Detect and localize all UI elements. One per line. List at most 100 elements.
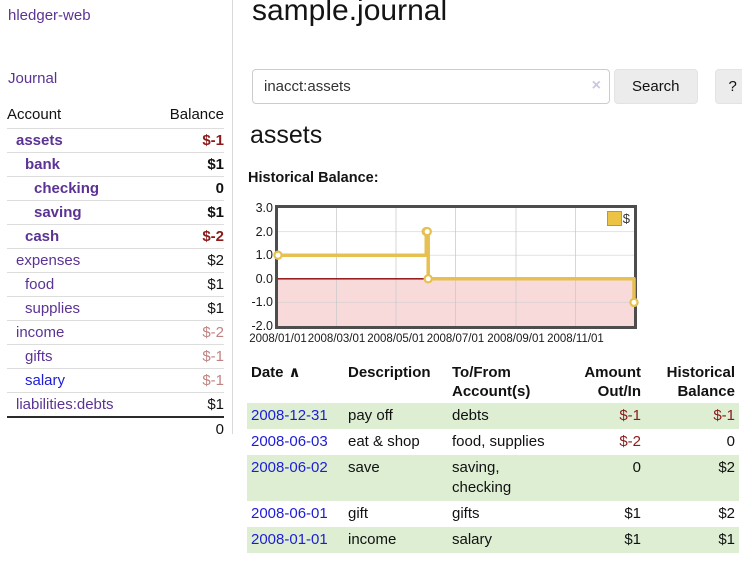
accounts-total-spacer — [7, 417, 151, 441]
account-link[interactable]: gifts — [25, 348, 53, 365]
transaction-accounts: debts — [452, 407, 489, 424]
transaction-balance: $1 — [718, 531, 735, 548]
accounts-header-row: Account Balance — [7, 103, 224, 129]
account-link[interactable]: income — [16, 324, 65, 341]
account-link[interactable]: food — [25, 276, 55, 293]
transaction-date-link[interactable]: 2008-12-31 — [251, 407, 328, 424]
account-balance: $2 — [207, 252, 224, 269]
chart-title: Historical Balance: — [248, 170, 379, 186]
account-balance: $1 — [207, 204, 224, 221]
x-axis-tick-label: 2008/05/01 — [367, 333, 425, 345]
account-link[interactable]: salary — [25, 372, 66, 389]
account-row: salary $-1 — [7, 368, 224, 393]
register-header-row: Date ∧ Description To/From Account(s) Amo… — [247, 361, 739, 403]
transaction-accounts: food, supplies — [452, 433, 545, 450]
brand-link[interactable]: hledger-web — [8, 7, 91, 24]
account-balance: $1 — [207, 156, 224, 173]
transaction-balance: $-1 — [713, 407, 735, 424]
transaction-description: gift — [348, 505, 369, 522]
account-link[interactable]: expenses — [16, 252, 81, 269]
account-link[interactable]: checking — [34, 180, 100, 197]
account-row: saving $1 — [7, 200, 224, 225]
x-axis-tick-label: 2008/03/01 — [307, 333, 366, 345]
account-link[interactable]: supplies — [25, 300, 81, 317]
account-balance: $1 — [207, 396, 224, 413]
transaction-date-link[interactable]: 2008-06-01 — [251, 505, 328, 522]
help-button[interactable]: ? — [714, 69, 742, 104]
accounts-total-value: 0 — [215, 421, 224, 438]
accounts-total-row: 0 — [7, 417, 224, 441]
search-input[interactable] — [252, 69, 610, 104]
transaction-date-cell: 2008-01-01 — [247, 527, 344, 553]
register-header-accounts: To/From Account(s) — [452, 364, 531, 400]
transaction-row[interactable]: 2008-06-02 save saving, checking 0 $2 — [247, 455, 739, 501]
legend-label: $ — [622, 211, 630, 226]
account-link[interactable]: cash — [25, 228, 60, 245]
transaction-description: save — [348, 459, 380, 476]
chart-canvas — [273, 208, 639, 326]
transaction-date-cell: 2008-06-01 — [247, 501, 344, 527]
account-link[interactable]: saving — [34, 204, 82, 221]
transaction-amount: $1 — [624, 505, 641, 522]
account-balance: 0 — [215, 180, 224, 197]
account-row: checking 0 — [7, 176, 224, 201]
journal-link[interactable]: Journal — [8, 70, 58, 87]
account-balance: $1 — [207, 276, 224, 293]
account-balance: $-1 — [202, 132, 224, 149]
account-row: income $-2 — [7, 320, 224, 345]
clear-search-icon[interactable]: × — [591, 77, 601, 94]
search-button[interactable]: Search — [614, 69, 698, 104]
search-box: × — [252, 69, 610, 104]
account-balance: $1 — [207, 300, 224, 317]
chart-legend: $ — [606, 211, 630, 226]
transaction-amount: 0 — [632, 459, 641, 476]
account-link[interactable]: assets — [16, 132, 63, 149]
account-row: bank $1 — [7, 152, 224, 177]
transaction-row[interactable]: 2008-01-01 income salary $1 $1 — [247, 527, 739, 553]
transaction-balance: 0 — [726, 433, 735, 450]
sidebar: hledger-web Journal Account Balance asse… — [0, 0, 233, 438]
transaction-date-link[interactable]: 2008-06-02 — [251, 459, 328, 476]
account-row: expenses $2 — [7, 248, 224, 273]
account-link[interactable]: liabilities:debts — [16, 396, 114, 413]
account-title: assets — [250, 121, 323, 149]
register-table: Date ∧ Description To/From Account(s) Amo… — [247, 361, 739, 553]
y-axis-tick-label: -1.0 — [251, 295, 273, 310]
x-axis-tick-label: 2008/07/01 — [426, 333, 485, 345]
transaction-amount: $1 — [624, 531, 641, 548]
y-axis-tick-label: 3.0 — [255, 201, 273, 215]
transaction-amount: $-2 — [619, 433, 641, 450]
account-balance: $-1 — [202, 348, 224, 365]
transaction-row[interactable]: 2008-06-01 gift gifts $1 $2 — [247, 501, 739, 527]
transaction-date-cell: 2008-12-31 — [247, 403, 344, 429]
sort-ascending-icon: ∧ — [288, 364, 301, 381]
register-header-date[interactable]: Date ∧ — [251, 364, 301, 381]
transaction-accounts: salary — [452, 531, 493, 548]
page-title: sample.journal — [252, 0, 448, 27]
transaction-date-cell: 2008-06-02 — [247, 455, 344, 501]
account-row: assets $-1 — [7, 128, 224, 153]
account-row: liabilities:debts $1 — [7, 392, 224, 418]
transaction-balance: $2 — [718, 459, 735, 476]
transaction-date-link[interactable]: 2008-06-03 — [251, 433, 328, 450]
transaction-date-cell: 2008-06-03 — [247, 429, 344, 455]
transaction-description: pay off — [348, 407, 393, 424]
legend-swatch-icon — [606, 211, 622, 226]
account-row: gifts $-1 — [7, 344, 224, 369]
account-row: cash $-2 — [7, 224, 224, 249]
account-balance: $-2 — [202, 228, 224, 245]
register-header-description: Description — [348, 364, 431, 381]
transaction-row[interactable]: 2008-06-03 eat & shop food, supplies $-2 0 — [247, 429, 739, 455]
transaction-date-link[interactable]: 2008-01-01 — [251, 531, 328, 548]
balance-chart: 3.0 2.0 1.0 0.0 -1.0 -2.0 $ 2008/01/01 2008/03… — [247, 201, 742, 350]
account-link[interactable]: bank — [25, 156, 61, 173]
transaction-row[interactable]: 2008-12-31 pay off debts $-1 $-1 — [247, 403, 739, 429]
x-axis-tick-label: 2008/01/01 — [249, 333, 307, 345]
account-row: supplies $1 — [7, 296, 224, 321]
transaction-balance: $2 — [718, 505, 735, 522]
x-axis-tick-label: 2008/11/01 — [547, 333, 604, 345]
transaction-description: eat & shop — [348, 433, 420, 450]
transaction-accounts: saving, checking — [452, 459, 512, 496]
register-header-amount: Amount Out/In — [584, 364, 641, 400]
y-axis-tick-label: 0.0 — [255, 271, 273, 286]
